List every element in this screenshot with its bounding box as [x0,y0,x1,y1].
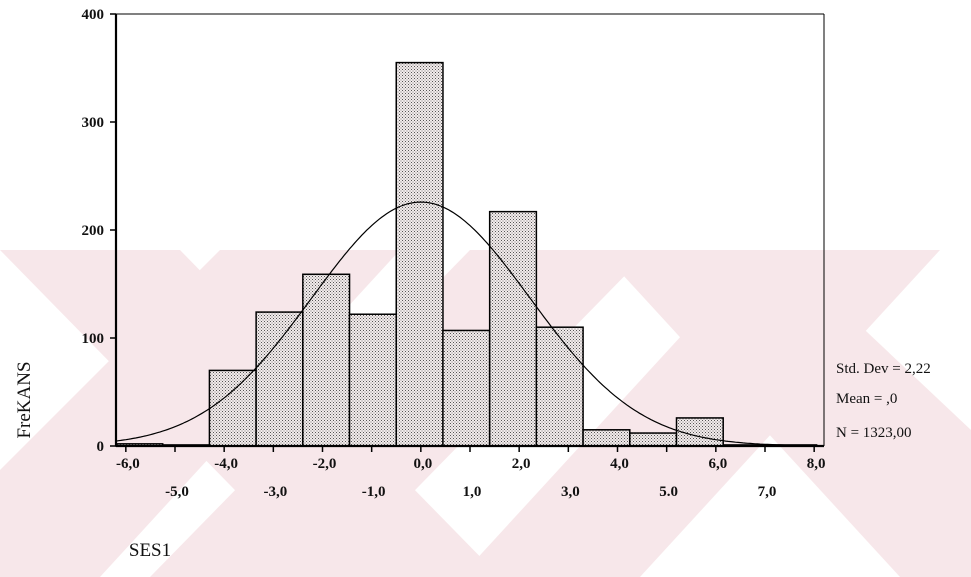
x-tick-label: -3,0 [263,484,287,500]
y-axis-ticks: 0 100 200 300 400 [82,7,116,455]
x-tick-label: -5,0 [165,484,189,500]
n-label: N = 1323,00 [836,425,912,441]
x-axis-ticks: -6,0 -4,0 -2,0 0,0 2,0 4,0 6,0 8,0 -5,0 -3,0 -1,0 1… [116,446,826,500]
y-axis-label: FreKANS [14,361,35,438]
x-tick-label: 3,0 [561,484,580,500]
y-tick-label: 100 [82,331,105,347]
x-tick-label: 1,0 [463,484,482,500]
histogram-bars [115,61,818,447]
x-tick-label: 8,0 [807,456,826,472]
x-tick-label: 6,0 [708,456,727,472]
x-tick-label: 4,0 [610,456,629,472]
stats-box: Std. Dev = 2,22 Mean = ,0 N = 1323,00 [836,361,931,441]
histogram-bar [488,210,538,447]
std-dev-label: Std. Dev = 2,22 [836,361,931,377]
histogram-bar [535,326,584,447]
y-tick-label: 200 [82,223,105,239]
histogram-bar [302,273,351,447]
histogram-bar [208,369,257,447]
x-tick-label: 2,0 [512,456,531,472]
x-tick-label: -6,0 [116,456,140,472]
histogram-bar [582,429,631,447]
histogram-bar [255,311,304,447]
mean-label: Mean = ,0 [836,391,897,407]
histogram-bar [675,417,724,447]
x-tick-label: 7,0 [758,484,777,500]
x-tick-label: 0,0 [413,456,432,472]
histogram-bar [395,61,444,447]
histogram-bar [629,432,678,447]
x-tick-label: -2,0 [313,456,337,472]
x-tick-label: -1,0 [362,484,386,500]
x-tick-label: -4,0 [214,456,238,472]
histogram-bar [348,313,397,447]
y-tick-label: 300 [82,115,105,131]
histogram-bar [442,329,491,447]
y-tick-label: 400 [82,7,105,23]
normal-curve [115,201,824,447]
x-axis-label: SES1 [129,540,171,561]
y-tick-label: 0 [97,439,105,455]
x-tick-label: 5.0 [659,484,678,500]
